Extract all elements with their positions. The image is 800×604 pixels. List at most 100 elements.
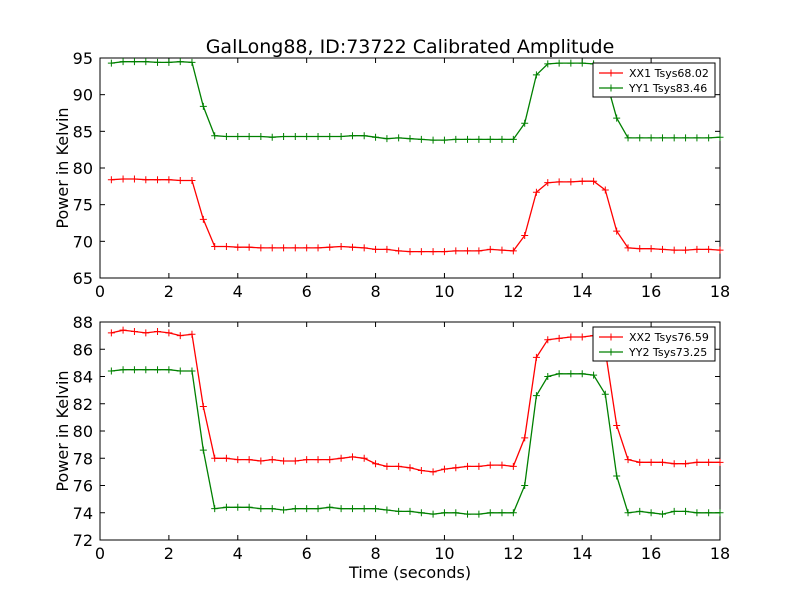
data-point: [693, 245, 701, 253]
data-point: [636, 245, 644, 253]
data-point: [440, 136, 448, 144]
data-point: [348, 132, 356, 140]
data-point: [417, 509, 425, 517]
data-point: [395, 134, 403, 142]
data-point: [670, 246, 678, 254]
data-point: [567, 333, 575, 341]
data-point: [406, 248, 414, 256]
data-point: [165, 366, 173, 374]
data-point: [119, 175, 127, 183]
data-point: [406, 507, 414, 515]
data-point: [199, 402, 207, 410]
data-point: [337, 242, 345, 250]
legend-marker: [607, 69, 615, 77]
data-point: [372, 505, 380, 513]
data-point: [142, 366, 150, 374]
x-tick-label: 18: [710, 282, 730, 301]
series-2: [107, 366, 724, 518]
y-tick-label: 80: [73, 159, 93, 178]
data-point: [326, 243, 334, 251]
data-point: [199, 215, 207, 223]
y-tick-label: 65: [73, 269, 93, 288]
data-point: [464, 510, 472, 518]
data-point: [429, 468, 437, 476]
data-point: [601, 186, 609, 194]
x-tick-label: 16: [641, 282, 661, 301]
data-point: [130, 328, 138, 336]
data-point: [372, 460, 380, 468]
data-point: [291, 505, 299, 513]
data-point: [555, 334, 563, 342]
data-point: [498, 246, 506, 254]
data-point: [452, 509, 460, 517]
data-point: [475, 247, 483, 255]
data-point: [498, 135, 506, 143]
data-point: [452, 464, 460, 472]
data-point: [498, 509, 506, 517]
data-point: [509, 509, 517, 517]
data-point: [280, 244, 288, 252]
data-point: [130, 366, 138, 374]
data-point: [326, 503, 334, 511]
data-point: [509, 247, 517, 255]
data-point: [165, 329, 173, 337]
data-point: [372, 245, 380, 253]
data-point: [199, 446, 207, 454]
data-point: [348, 453, 356, 461]
data-point: [130, 175, 138, 183]
data-point: [578, 177, 586, 185]
data-point: [440, 465, 448, 473]
data-point: [222, 454, 230, 462]
data-point: [498, 461, 506, 469]
y-axis-label: Power in Kelvin: [53, 107, 72, 228]
data-point: [682, 246, 690, 254]
data-point: [303, 456, 311, 464]
data-point: [486, 509, 494, 517]
data-point: [693, 509, 701, 517]
data-point: [234, 456, 242, 464]
data-point: [636, 134, 644, 142]
data-point: [222, 132, 230, 140]
data-point: [624, 134, 632, 142]
x-tick-label: 0: [95, 544, 105, 563]
x-axis-label: Time (seconds): [348, 563, 471, 582]
data-point: [647, 134, 655, 142]
data-point: [705, 245, 713, 253]
data-point: [567, 370, 575, 378]
series-line: [111, 329, 720, 473]
data-point: [234, 243, 242, 251]
data-point: [544, 179, 552, 187]
x-tick-label: 16: [641, 544, 661, 563]
y-tick-label: 85: [73, 122, 93, 141]
data-point: [154, 366, 162, 374]
data-point: [532, 188, 540, 196]
data-point: [314, 456, 322, 464]
data-point: [211, 132, 219, 140]
data-point: [544, 336, 552, 344]
data-point: [199, 102, 207, 110]
data-point: [383, 135, 391, 143]
data-point: [165, 176, 173, 184]
data-point: [636, 507, 644, 515]
data-point: [452, 135, 460, 143]
data-point: [395, 507, 403, 515]
x-tick-label: 6: [302, 282, 312, 301]
data-point: [176, 176, 184, 184]
x-tick-label: 8: [370, 282, 380, 301]
x-tick-label: 4: [233, 544, 243, 563]
y-tick-label: 95: [73, 49, 93, 68]
data-point: [670, 507, 678, 515]
data-point: [578, 333, 586, 341]
data-point: [360, 132, 368, 140]
data-point: [624, 456, 632, 464]
data-point: [337, 454, 345, 462]
data-point: [130, 58, 138, 66]
legend-box: [592, 62, 716, 98]
data-point: [107, 367, 115, 375]
series-line: [111, 369, 720, 515]
data-point: [693, 134, 701, 142]
legend-box: [592, 326, 716, 362]
data-point: [257, 132, 265, 140]
y-tick-label: 80: [73, 422, 93, 441]
data-point: [245, 243, 253, 251]
